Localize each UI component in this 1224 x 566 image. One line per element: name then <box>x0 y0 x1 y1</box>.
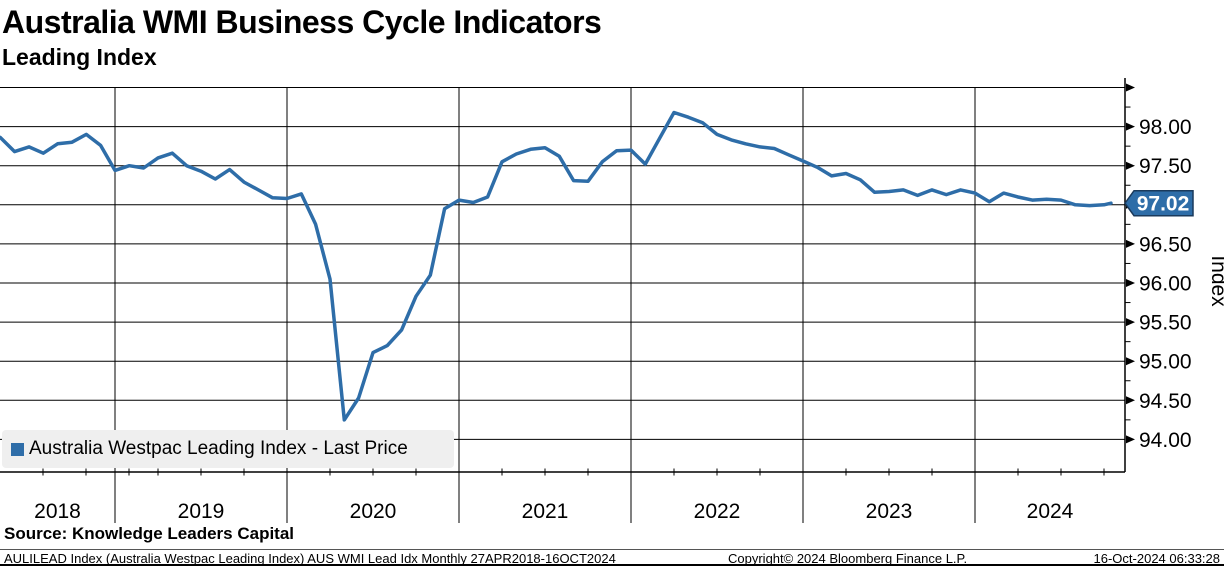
year-label: 2023 <box>866 500 913 523</box>
y-axis-labels: 98.00 97.50 96.50 96.00 95.50 95.00 94.50 94.00 <box>1126 83 1192 452</box>
last-price-tag: 97.02 <box>1124 189 1194 217</box>
legend-series-label: Australia Westpac Leading Index - Last P… <box>29 438 408 459</box>
ticker-description: AULILEAD Index (Australia Westpac Leadin… <box>4 551 616 566</box>
x-axis-ticks <box>42 468 1105 476</box>
y-tick-arrow-icon <box>1126 239 1135 248</box>
page-subtitle: Leading Index <box>2 44 157 70</box>
y-tick-arrow-icon <box>1126 122 1135 131</box>
y-tick-arrow-icon <box>1126 161 1135 170</box>
footer-divider <box>0 549 1224 550</box>
y-tick-label: 96.00 <box>1139 273 1192 296</box>
x-axis-labels: 2018 2019 2020 2021 2022 2023 2024 <box>34 500 1074 523</box>
year-label: 2024 <box>1027 500 1074 523</box>
y-tick-label: 94.50 <box>1139 390 1192 413</box>
source-note: Source: Knowledge Leaders Capital <box>4 524 295 543</box>
series-swatch-icon <box>11 442 24 456</box>
year-label: 2019 <box>178 500 225 523</box>
y-tick-label: 96.50 <box>1139 233 1192 256</box>
y-tick-arrow-icon <box>1126 357 1135 366</box>
y-tick-label: 95.00 <box>1139 351 1192 374</box>
y-tick-label: 94.00 <box>1139 429 1192 452</box>
y-tick-arrow-icon <box>1126 435 1135 444</box>
y-tick-arrow-icon <box>1126 318 1135 327</box>
bottom-edge-bar <box>0 564 1224 566</box>
timestamp: 16-Oct-2024 06:33:28 <box>1093 551 1220 566</box>
y-tick-arrow-icon <box>1126 83 1135 92</box>
year-label: 2022 <box>694 500 741 523</box>
page-title: Australia WMI Business Cycle Indicators <box>2 4 602 40</box>
y-tick-label: 98.00 <box>1139 116 1192 139</box>
y-tick-label: 97.50 <box>1139 155 1192 178</box>
y-tick-arrow-icon <box>1126 279 1135 287</box>
year-label: 2021 <box>522 500 569 523</box>
year-label: 2020 <box>350 500 397 523</box>
price-line <box>0 110 1113 422</box>
y-axis-title: Index <box>1207 255 1224 307</box>
last-price-tag-shape <box>1124 189 1194 217</box>
year-label: 2018 <box>34 500 81 523</box>
last-price-tag-value: 97.02 <box>1137 193 1190 216</box>
y-tick-arrow-icon <box>1126 396 1135 405</box>
y-tick-label: 95.50 <box>1139 312 1192 335</box>
legend: Australia Westpac Leading Index - Last P… <box>2 430 454 468</box>
copyright-notice: Copyright© 2024 Bloomberg Finance L.P. <box>728 551 968 566</box>
